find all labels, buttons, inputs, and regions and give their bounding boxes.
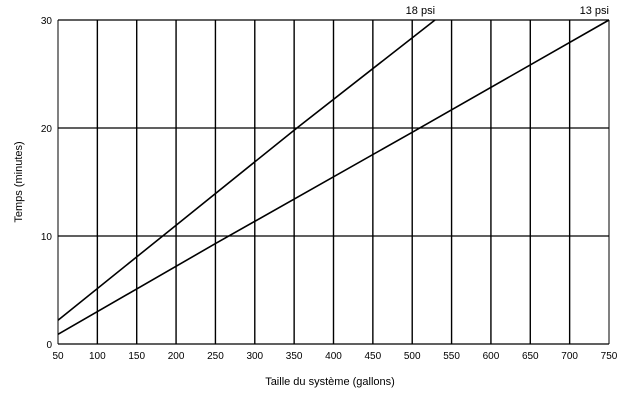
series-line xyxy=(57,19,436,321)
y-tick-label: 30 xyxy=(41,16,53,27)
x-tick-label: 500 xyxy=(404,351,421,362)
x-tick-label: 50 xyxy=(52,351,64,362)
series-lines xyxy=(57,19,610,335)
x-tick-label: 600 xyxy=(483,351,500,362)
x-tick-label: 100 xyxy=(89,351,106,362)
y-tick-label: 10 xyxy=(41,232,53,243)
y-axis-label: Temps (minutes) xyxy=(13,141,25,222)
x-tick-labels: 50 100 150 200 250 300 350 400 450 500 550 600 650 70… xyxy=(52,351,617,362)
y-tick-labels: 0 10 20 30 xyxy=(41,16,53,351)
x-tick-label: 650 xyxy=(522,351,539,362)
x-tick-label: 450 xyxy=(365,351,382,362)
x-tick-label: 150 xyxy=(128,351,145,362)
x-tick-label: 300 xyxy=(246,351,263,362)
x-tick-label: 250 xyxy=(207,351,224,362)
series-line xyxy=(57,19,610,335)
series-label: 13 psi xyxy=(580,5,609,17)
x-tick-label: 700 xyxy=(561,351,578,362)
grid xyxy=(57,19,610,345)
x-tick-label: 350 xyxy=(286,351,303,362)
x-tick-label: 200 xyxy=(168,351,185,362)
x-tick-label: 750 xyxy=(601,351,618,362)
y-tick-label: 20 xyxy=(41,124,53,135)
y-tick-label: 0 xyxy=(46,340,52,351)
x-tick-label: 550 xyxy=(443,351,460,362)
x-axis-label: Taille du système (gallons) xyxy=(265,376,395,388)
x-tick-label: 400 xyxy=(325,351,342,362)
series-labels: 18 psi 13 psi xyxy=(406,5,609,17)
series-label: 18 psi xyxy=(406,5,435,17)
